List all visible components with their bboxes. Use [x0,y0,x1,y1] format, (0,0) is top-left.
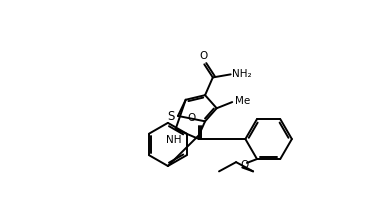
Text: O: O [199,51,208,61]
Text: S: S [167,110,175,123]
Text: O: O [241,160,249,170]
Text: Me: Me [235,96,250,106]
Text: NH₂: NH₂ [232,69,251,79]
Text: O: O [187,113,195,123]
Text: NH: NH [165,135,181,145]
